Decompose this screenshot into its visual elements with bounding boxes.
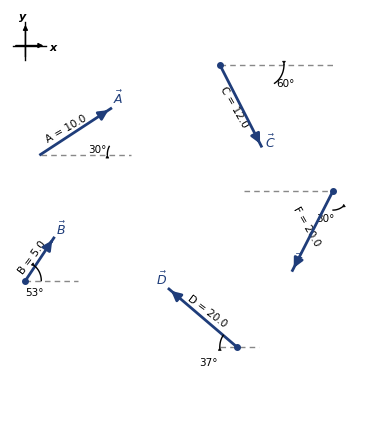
Text: A = 10.0: A = 10.0 [44,113,89,144]
Text: y: y [19,12,26,22]
Text: D = 20.0: D = 20.0 [185,294,228,330]
Text: $\vec{B}$: $\vec{B}$ [56,220,65,238]
Text: $\vec{F}$: $\vec{F}$ [295,253,304,270]
Text: F = 20.0: F = 20.0 [291,205,322,249]
Text: B = 5.0: B = 5.0 [16,239,47,277]
Text: 30°: 30° [88,145,106,155]
Text: $\vec{C}$: $\vec{C}$ [265,134,276,152]
Text: $\vec{D}$: $\vec{D}$ [156,271,167,288]
Text: 53°: 53° [26,288,44,297]
Text: 37°: 37° [199,358,218,368]
Text: 60°: 60° [277,79,295,89]
Text: $\vec{A}$: $\vec{A}$ [113,90,123,107]
Text: C = 12.0: C = 12.0 [218,85,250,130]
Text: 30°: 30° [316,213,335,223]
Text: x: x [49,43,56,53]
